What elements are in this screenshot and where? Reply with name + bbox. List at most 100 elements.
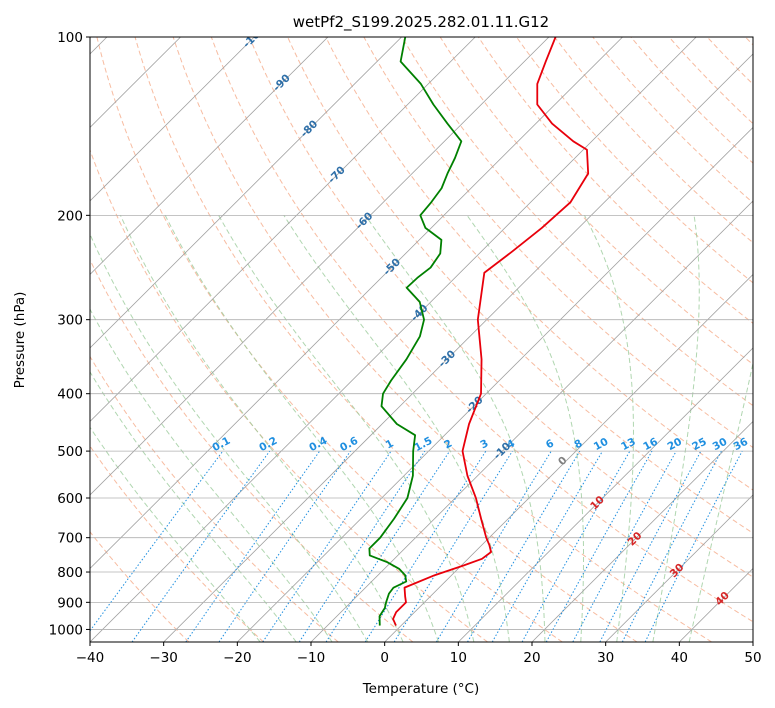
mixing-ratio-line [298,450,426,642]
isotherm-line [90,37,550,496]
isotherm-line [90,37,402,349]
isotherm-line [384,273,753,642]
mixing-ratio-label: 10 [592,436,611,453]
plot-area: 0.1 0.2 0.4 0.6 1 1.5 2 3 4 6 8 10 13 16 20 25 30 36-100-… [90,37,753,642]
mixing-ratio-line [599,450,702,642]
isotherm-line [90,37,329,276]
mixing-ratio-lines [90,450,743,642]
x-tick-label: −20 [223,650,252,666]
moist-adiabat-line [652,215,700,642]
x-tick-label: 50 [744,650,761,666]
dry-adiabat-line [439,37,753,365]
dry-adiabat-line [134,37,638,642]
dry-adiabat-line [325,37,753,491]
isotherm-line [90,37,476,423]
chart-title: wetPf2_S199.2025.282.01.11.G12 [293,13,549,32]
moist-adiabat-line [90,370,297,642]
mixing-ratio-line [435,450,552,642]
y-tick-label: 300 [57,313,83,329]
mixing-ratio-label: 16 [641,436,660,453]
isobars [90,37,753,630]
mixing-ratio-label: 3 [478,437,490,451]
dry-adiabat-line [248,37,753,578]
y-tick-label: 1000 [49,622,83,638]
mixing-ratio-label: 2 [442,437,454,451]
isotherm-line [531,420,753,642]
moist-adiabat-line [90,426,261,642]
mixing-ratio-line [545,450,653,642]
dry-adiabat-line [668,37,753,125]
moist-adiabat-line [120,215,404,642]
dry-adiabat-line [706,37,753,85]
moist-adiabat-line [218,215,475,642]
isotherm-line [310,200,753,642]
dry-adiabat-line [90,531,190,642]
isotherm-line [679,567,753,642]
moist-adiabat-line [164,215,439,642]
mixing-ratio-label: 13 [619,436,638,453]
y-tick-label: 400 [57,387,83,403]
dry-adiabat-line [592,37,753,204]
moist-adiabat-line [364,215,546,642]
dry-adiabat-line [90,258,414,642]
isotherm-line [752,641,753,642]
mixing-ratio-label: 30 [711,436,730,453]
moist-adiabat-line [584,215,634,642]
plot-frame [89,36,754,643]
x-tick-label: 40 [671,650,688,666]
mixing-ratio-label: 6 [544,437,556,451]
x-tick-label: −10 [297,650,326,666]
moist-adiabat-line [688,360,753,642]
mixing-ratio-line [521,450,631,642]
mixing-ratio-line [90,450,224,632]
mixing-ratio-line [644,450,743,642]
moist-adiabats [90,215,753,642]
mixing-ratio-line [621,450,722,642]
moist-adiabat-line [90,233,369,642]
dry-adiabats [90,37,753,642]
isotherm-line [458,347,753,642]
y-tick-label: 100 [57,30,83,46]
dry-adiabat-line [90,148,488,642]
dry-adiabat-line [554,37,753,244]
dry-adiabat-line [96,37,563,642]
mixing-ratio-label: 36 [732,436,751,453]
mixing-ratio-line [262,450,392,642]
dry-adiabat-line [744,37,753,46]
dry-adiabat-line [90,355,339,642]
y-tick-label: 900 [57,595,83,611]
x-tick-label: −40 [76,650,105,666]
x-axis-label: Temperature (°C) [362,681,480,697]
mixing-ratio-label: 20 [666,436,685,453]
mixing-ratio-label: 25 [690,436,709,453]
dry-adiabat-line [401,37,753,407]
isotherm-line [237,126,753,642]
temperature-line [392,37,590,626]
moist-adiabat-label: 0 [556,454,570,468]
x-tick-label: 0 [380,650,389,666]
dry-adiabat-line [210,37,753,623]
y-tick-label: 700 [57,531,83,547]
isotherm-line [90,37,255,202]
x-axis-ticks: −40 −30 −20 −10 0 10 20 30 40 50 [76,642,762,666]
dry-adiabat-line [172,37,712,642]
mixing-ratio-line [218,450,351,642]
y-tick-label: 600 [57,491,83,507]
mixing-ratio-line [572,450,677,642]
mixing-ratio-line [364,450,487,642]
y-tick-label: 500 [57,444,83,460]
dry-adiabat-line [90,445,264,642]
x-tick-label: 10 [450,650,467,666]
y-axis-label: Pressure (hPa) [12,292,28,389]
y-tick-label: 200 [57,208,83,224]
isotherm-line [90,37,623,570]
isotherm-line [605,494,753,642]
dewpoint-line [368,37,463,626]
x-tick-label: 20 [523,650,540,666]
y-tick-label: 800 [57,565,83,581]
dry-adiabat-line [516,37,753,284]
mixing-ratio-line [131,450,271,642]
sounding-series [368,37,590,626]
mixing-ratio-line [325,450,451,642]
